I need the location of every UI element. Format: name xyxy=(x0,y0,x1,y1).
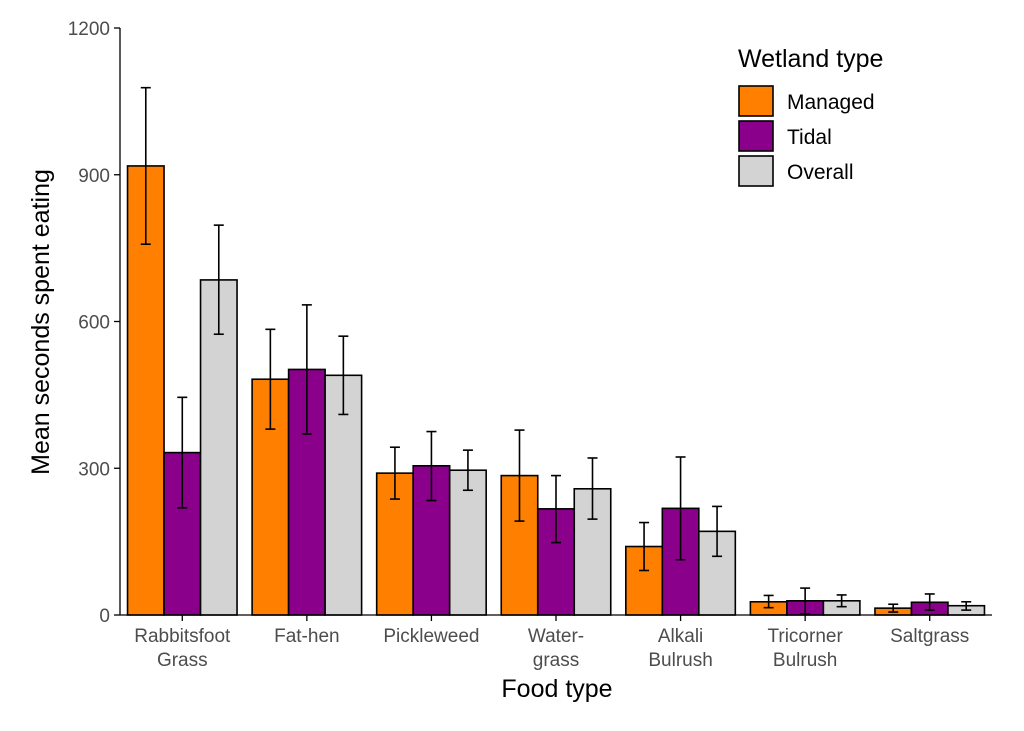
x-tick-label: Rabbitsfoot xyxy=(134,626,231,647)
y-tick-label: 600 xyxy=(78,313,110,334)
legend: Wetland type Managed Tidal Overall xyxy=(738,45,883,187)
x-tick-label: Water- xyxy=(528,626,584,647)
x-tick-label: Saltgrass xyxy=(890,626,969,647)
x-tick-label: Bulrush xyxy=(773,650,837,671)
x-tick-label: Pickleweed xyxy=(383,626,479,647)
legend-label-tidal: Tidal xyxy=(787,126,832,149)
y-axis-title: Mean seconds spent eating xyxy=(27,169,55,475)
x-tick-label: Grass xyxy=(157,650,208,671)
x-tick-label: Fat-hen xyxy=(274,626,339,647)
legend-title: Wetland type xyxy=(738,45,883,73)
legend-swatch-overall xyxy=(738,155,774,187)
legend-label-overall: Overall xyxy=(787,161,854,184)
bar-overall-1 xyxy=(324,374,363,616)
y-tick-label: 0 xyxy=(99,606,110,627)
error-bars-layer xyxy=(140,86,972,615)
x-tick-label: Tricorner xyxy=(767,626,843,647)
y-tick-label: 900 xyxy=(78,166,110,187)
legend-label-managed: Managed xyxy=(787,91,875,114)
x-axis-title: Food type xyxy=(501,675,612,703)
x-tick-label: Alkali xyxy=(658,626,703,647)
x-tick-label: grass xyxy=(533,650,579,671)
x-tick-label: Bulrush xyxy=(648,650,712,671)
bars-layer xyxy=(126,165,986,616)
bar-overall-2 xyxy=(448,469,487,616)
legend-swatch-tidal xyxy=(738,120,774,152)
y-tick-label: 1200 xyxy=(68,19,110,40)
y-tick-label: 300 xyxy=(78,459,110,480)
legend-swatch-managed xyxy=(738,85,774,117)
axes-layer: Rabbitsfoot Grass Fat-hen Pickleweed Water-g… xyxy=(68,19,992,671)
